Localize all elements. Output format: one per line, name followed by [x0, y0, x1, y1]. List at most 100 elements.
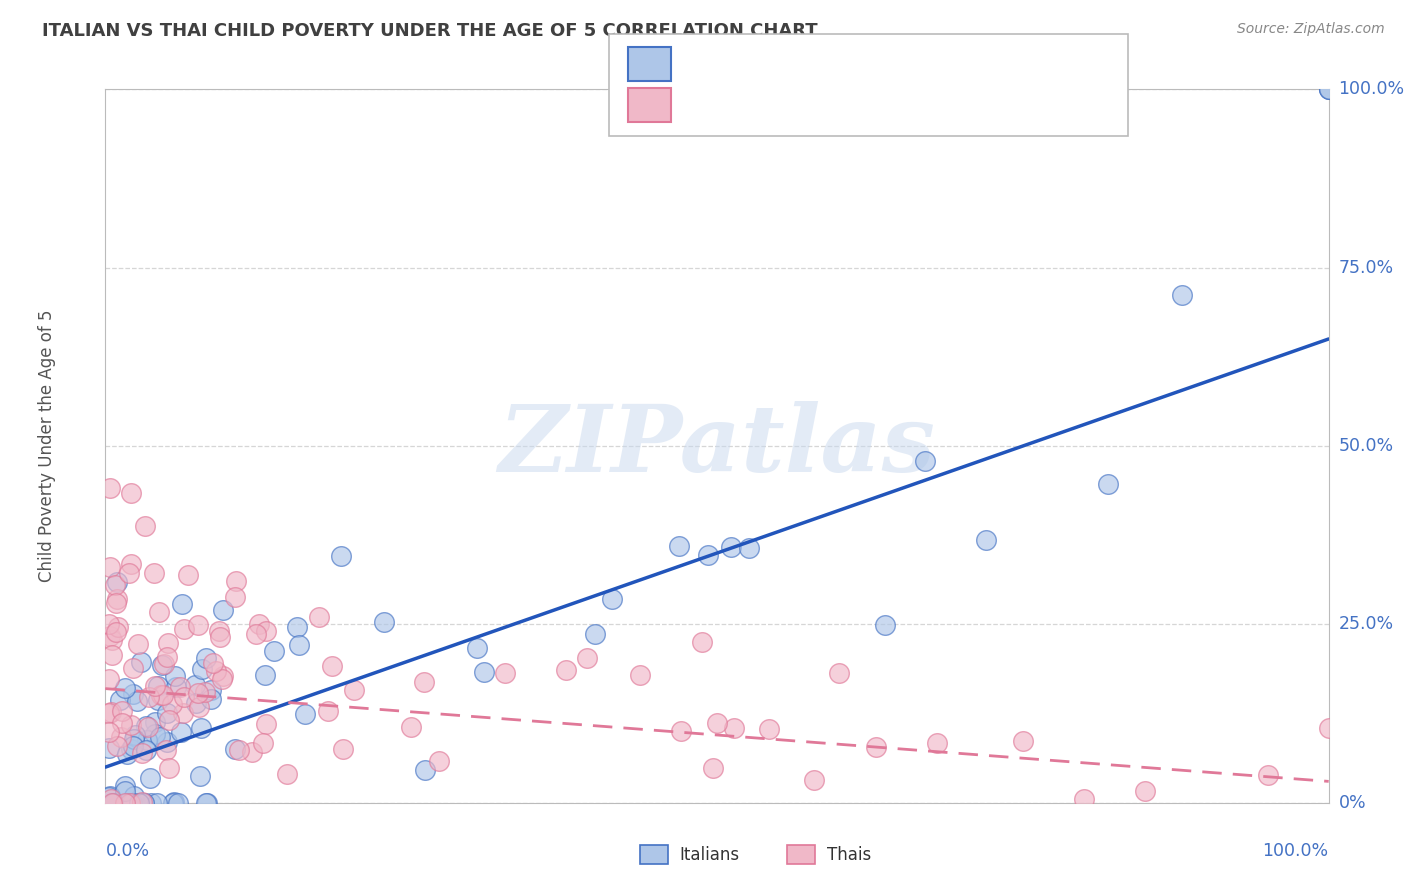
Point [134, 743, 156, 757]
Point [153, 657, 176, 672]
Point [124, 796, 146, 810]
Point [187, 686, 209, 700]
Text: 100.0%: 100.0% [1339, 80, 1405, 98]
Point [142, 566, 165, 581]
Point [105, 575, 128, 590]
Point [225, 574, 247, 589]
Point [138, 690, 160, 704]
Point [111, 704, 134, 718]
Text: ITALIAN VS THAI CHILD POVERTY UNDER THE AGE OF 5 CORRELATION CHART: ITALIAN VS THAI CHILD POVERTY UNDER THE … [42, 22, 818, 40]
Point [828, 666, 851, 681]
Point [135, 719, 157, 733]
Point [208, 624, 231, 638]
Text: R =  0.623: R = 0.623 [692, 55, 787, 73]
Point [156, 706, 179, 720]
Point [122, 687, 145, 701]
Text: R = -0.432: R = -0.432 [692, 96, 789, 114]
Point [146, 796, 169, 810]
Point [200, 683, 222, 698]
Point [98, 706, 121, 721]
Point [194, 796, 217, 810]
Point [228, 743, 250, 757]
Point [187, 617, 209, 632]
Text: 75.0%: 75.0% [1339, 259, 1393, 277]
Text: 0.0%: 0.0% [105, 842, 149, 860]
Point [131, 746, 153, 760]
Point [100, 481, 122, 495]
Point [1073, 792, 1095, 806]
Point [668, 539, 690, 553]
Point [122, 732, 145, 747]
Text: Italians: Italians [679, 846, 740, 863]
Point [114, 681, 136, 695]
Point [873, 618, 896, 632]
Point [697, 548, 720, 562]
Point [146, 693, 169, 707]
Point [98, 672, 121, 686]
Point [1317, 721, 1340, 735]
Point [737, 541, 759, 556]
Point [472, 665, 495, 680]
Point [208, 630, 231, 644]
Point [212, 603, 235, 617]
Point [103, 796, 125, 810]
Point [211, 672, 233, 686]
Point [224, 741, 246, 756]
Point [104, 578, 127, 592]
Point [690, 635, 713, 649]
Point [100, 705, 122, 719]
Point [115, 747, 138, 762]
Point [136, 733, 159, 747]
Point [276, 766, 298, 780]
Point [413, 763, 436, 777]
Point [494, 666, 516, 681]
Point [98, 629, 121, 643]
Point [146, 679, 169, 693]
Point [157, 636, 180, 650]
Point [865, 740, 887, 755]
Point [211, 669, 233, 683]
Point [165, 669, 187, 683]
Point [1171, 287, 1194, 301]
Point [628, 667, 651, 681]
Point [204, 664, 226, 678]
Point [173, 622, 195, 636]
Point [576, 651, 599, 665]
Point [669, 723, 692, 738]
Point [104, 625, 127, 640]
Point [162, 796, 184, 810]
Point [316, 704, 339, 718]
Point [252, 736, 274, 750]
Point [321, 659, 343, 673]
Point [600, 592, 623, 607]
Point [98, 789, 121, 803]
Point [974, 533, 997, 547]
Point [201, 656, 224, 670]
Point [1257, 767, 1279, 781]
Point [149, 730, 172, 744]
Point [143, 715, 166, 730]
Point [107, 591, 129, 606]
Point [191, 662, 214, 676]
Point [195, 650, 218, 665]
Point [288, 638, 311, 652]
Point [98, 560, 121, 574]
Point [128, 796, 150, 810]
Point [373, 615, 395, 630]
Point [190, 721, 212, 735]
Point [254, 668, 277, 682]
Point [98, 724, 121, 739]
Point [706, 715, 728, 730]
Text: N = 98: N = 98 [853, 96, 917, 114]
Point [583, 627, 606, 641]
Point [330, 549, 353, 563]
Text: N = 90: N = 90 [853, 55, 917, 73]
Point [399, 720, 422, 734]
Point [249, 617, 271, 632]
Point [105, 739, 128, 753]
Point [172, 706, 194, 720]
Point [1133, 784, 1156, 798]
Point [157, 713, 180, 727]
Text: ZIPatlas: ZIPatlas [499, 401, 935, 491]
Point [120, 486, 142, 500]
